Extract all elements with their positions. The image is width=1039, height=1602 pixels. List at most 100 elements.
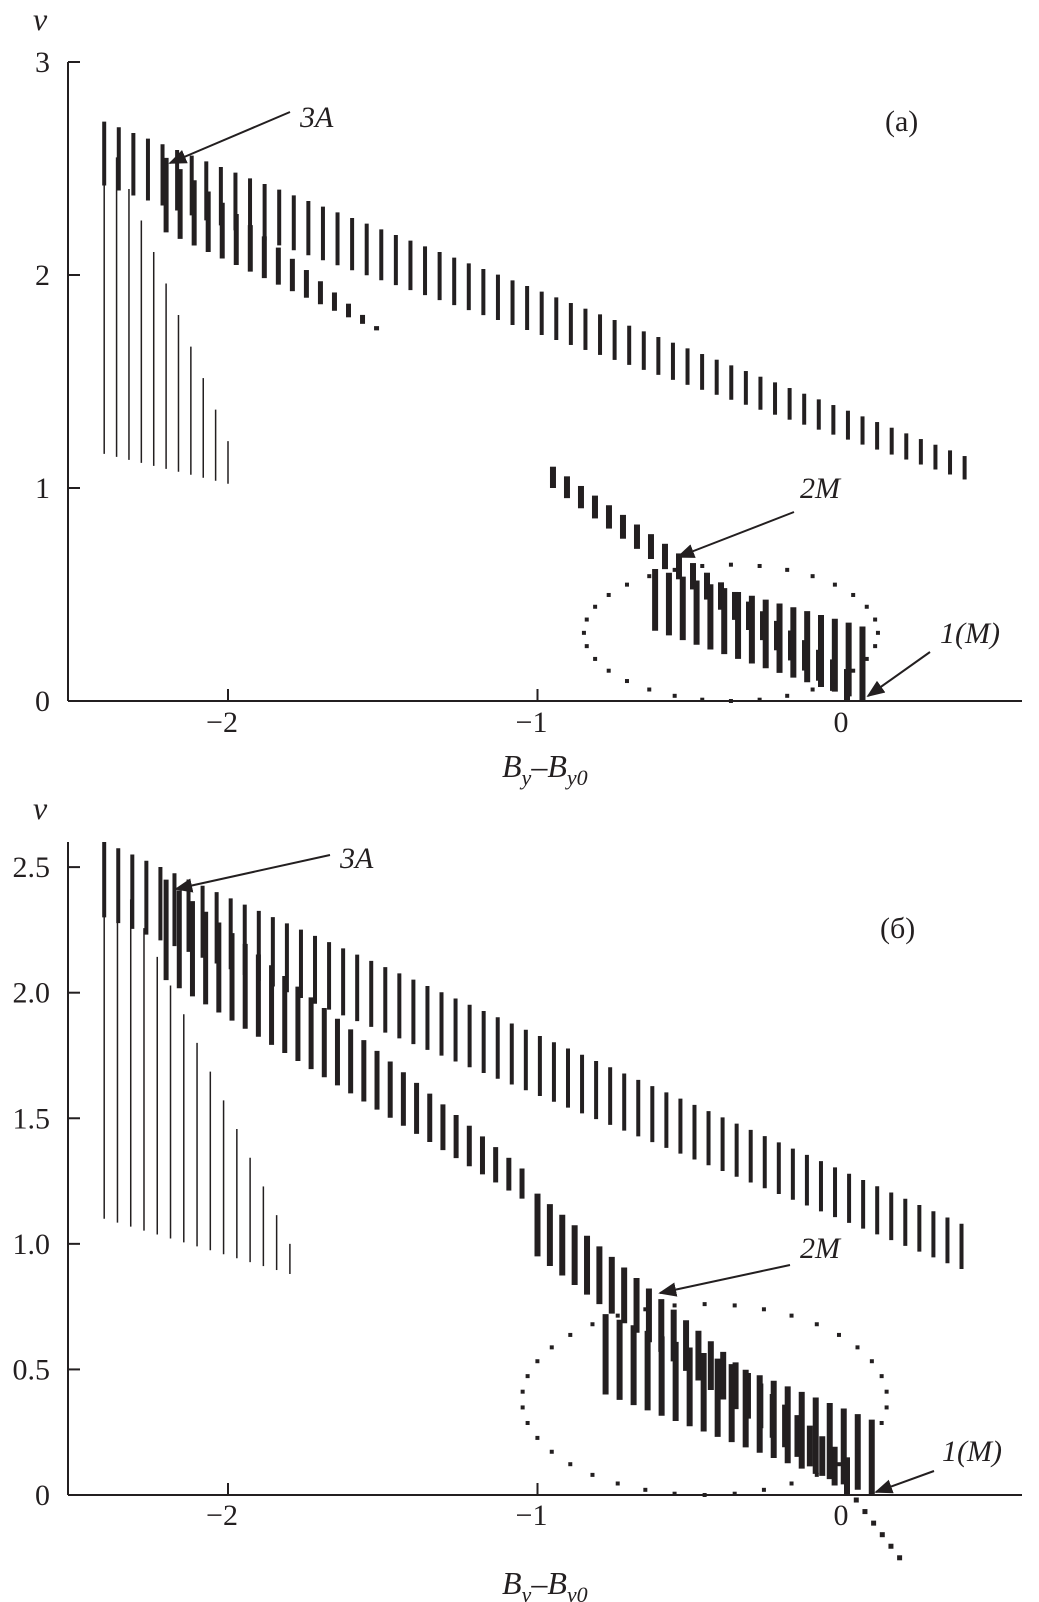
data-point-a xyxy=(873,644,878,649)
data-point-a xyxy=(624,582,629,587)
data-point-b xyxy=(520,1405,525,1410)
x-axis-label-b: By–By0 xyxy=(502,1565,588,1602)
plot-area-a xyxy=(102,121,967,703)
y-tick-label-b: 0.5 xyxy=(13,1353,51,1386)
arrow-1m-b xyxy=(874,1470,935,1494)
data-point-b xyxy=(855,1345,860,1350)
arrow-3a-a xyxy=(168,111,291,164)
annotation-3a-a: 3A xyxy=(299,101,334,134)
data-point-a xyxy=(864,656,869,661)
data-point-b xyxy=(615,1313,620,1318)
data-point-b xyxy=(549,1449,554,1454)
data-point-a xyxy=(873,617,878,622)
data-point-b xyxy=(789,1313,794,1318)
data-point-b xyxy=(879,1420,884,1425)
data-point-b xyxy=(590,1322,595,1327)
y-tick-label-a: 2 xyxy=(35,259,50,292)
x-tick-label-b: −2 xyxy=(206,1499,238,1532)
annotation-3a-b: 3A xyxy=(339,842,374,875)
data-point-b xyxy=(672,1303,677,1308)
data-point-a xyxy=(810,574,815,579)
data-point-b xyxy=(855,1449,860,1454)
data-point-a xyxy=(728,562,733,567)
annotation-2m-b: 2M xyxy=(800,1232,842,1265)
y-tick-label-a: 3 xyxy=(35,46,50,79)
data-point-b xyxy=(814,1322,819,1327)
data-point-a xyxy=(700,563,705,568)
arrow-2m-b xyxy=(658,1264,791,1297)
data-point-b xyxy=(702,1302,707,1307)
data-point-b xyxy=(520,1389,525,1394)
y-tick-label-a: 1 xyxy=(35,472,50,505)
data-point-a xyxy=(810,687,815,692)
panel-label-b: (б) xyxy=(880,912,915,945)
data-point-a xyxy=(875,630,880,635)
data-point-b xyxy=(590,1472,595,1477)
annotation-1m-b: 1(M) xyxy=(942,1435,1002,1468)
data-point-a xyxy=(785,693,790,698)
data-point-a xyxy=(624,679,629,684)
data-point-b xyxy=(535,1435,540,1440)
data-point-b xyxy=(869,1359,874,1364)
data-point-b xyxy=(884,1405,889,1410)
x-tick-label-a: −2 xyxy=(206,706,238,739)
data-point-b xyxy=(568,1332,573,1337)
y-axis-label-a: v xyxy=(33,1,48,37)
data-point-b xyxy=(549,1345,554,1350)
data-point-b xyxy=(672,1491,677,1496)
data-point-b xyxy=(525,1374,530,1379)
y-axis-label-b: v xyxy=(33,790,48,826)
data-point-a xyxy=(851,668,856,673)
data-point-b xyxy=(568,1462,573,1467)
x-tick-label-b: 0 xyxy=(834,1499,849,1532)
data-point-a xyxy=(647,687,652,692)
y-tick-label-b: 2.5 xyxy=(13,851,51,884)
data-point-a xyxy=(606,668,611,673)
arrow-2m-a xyxy=(676,511,795,558)
data-point-a xyxy=(593,604,598,609)
data-point-b xyxy=(814,1472,819,1477)
data-point-b xyxy=(643,1487,648,1492)
x-tick-label-b: −1 xyxy=(516,1499,548,1532)
ticks-b: 0 0.5 1.0 1.5 2.0 2.5 −2 −1 0 xyxy=(13,851,849,1532)
data-point-b xyxy=(879,1374,884,1379)
arrow-1m-a xyxy=(866,651,931,698)
data-point-a xyxy=(832,582,837,587)
data-point-b xyxy=(869,1435,874,1440)
data-point-a xyxy=(700,697,705,702)
x-tick-label-a: −1 xyxy=(516,706,548,739)
data-point-a xyxy=(832,679,837,684)
data-point-b xyxy=(836,1332,841,1337)
x-axis-label-a: By–By0 xyxy=(502,748,588,790)
data-point-a xyxy=(672,567,677,572)
data-point-a xyxy=(593,656,598,661)
x-tick-label-a: 0 xyxy=(834,706,849,739)
data-point-a xyxy=(647,574,652,579)
data-point-b xyxy=(525,1420,530,1425)
data-point-b xyxy=(535,1359,540,1364)
y-tick-label-b: 1.5 xyxy=(13,1102,51,1135)
annotation-2m-a: 2M xyxy=(800,472,842,505)
y-tick-label-b: 1.0 xyxy=(13,1228,51,1261)
data-point-b xyxy=(884,1389,889,1394)
y-tick-label-b: 2.0 xyxy=(13,977,51,1010)
data-point-a xyxy=(864,604,869,609)
annotation-1m-a: 1(M) xyxy=(940,617,1000,650)
data-point-b xyxy=(643,1307,648,1312)
data-point-b xyxy=(761,1307,766,1312)
data-point-b xyxy=(836,1462,841,1467)
panel-a: 0 1 2 3 −2 −1 0 (a) v By–By0 3A 2M 1(M) xyxy=(33,1,1022,790)
data-point-b xyxy=(732,1303,737,1308)
data-point-b xyxy=(615,1481,620,1486)
panel-label-a: (a) xyxy=(885,105,918,138)
arrow-3a-b xyxy=(174,854,331,893)
data-point-a xyxy=(584,617,589,622)
panel-b: 0 0.5 1.0 1.5 2.0 2.5 −2 −1 0 (б) v By–By0 3A 2M… xyxy=(13,790,1022,1602)
y-tick-label-b: 0 xyxy=(35,1479,50,1512)
data-point-b xyxy=(761,1487,766,1492)
data-point-b xyxy=(789,1481,794,1486)
data-point-b xyxy=(732,1491,737,1496)
data-point-a xyxy=(851,592,856,597)
data-point-a xyxy=(757,697,762,702)
